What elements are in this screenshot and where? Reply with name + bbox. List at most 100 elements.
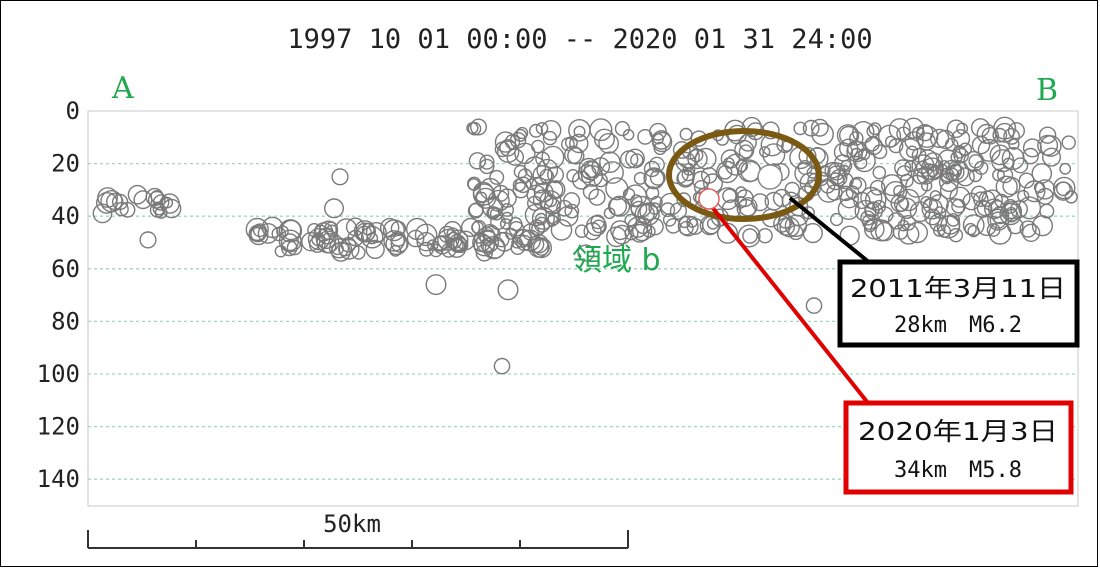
event-marker bbox=[1005, 208, 1019, 223]
event-marker bbox=[313, 222, 334, 242]
callout-2011-detail: 28km M6.2 bbox=[894, 313, 1022, 338]
event-marker bbox=[995, 175, 1018, 198]
event-marker bbox=[921, 198, 943, 220]
event-marker bbox=[691, 170, 711, 190]
y-axis-ticks: 0 20 40 60 80 100 120 140 bbox=[37, 97, 80, 493]
event-marker bbox=[759, 146, 771, 158]
event-marker bbox=[276, 225, 289, 238]
event-marker bbox=[686, 217, 704, 235]
event-marker bbox=[531, 206, 555, 230]
event-marker bbox=[494, 131, 517, 153]
event-marker bbox=[383, 230, 405, 252]
event-marker bbox=[152, 194, 170, 211]
event-marker bbox=[510, 240, 526, 255]
event-marker bbox=[541, 145, 565, 169]
event-marker bbox=[479, 158, 495, 175]
y-tick-label: 40 bbox=[51, 202, 80, 230]
event-marker bbox=[643, 167, 665, 189]
event-marker bbox=[827, 162, 846, 181]
event-marker bbox=[1022, 147, 1039, 165]
event-marker bbox=[948, 227, 964, 243]
event-marker bbox=[1019, 220, 1037, 238]
event-marker bbox=[127, 184, 148, 205]
event-marker bbox=[991, 149, 1015, 173]
event-marker bbox=[1053, 181, 1074, 201]
event-marker bbox=[810, 118, 829, 137]
event-marker bbox=[920, 157, 944, 181]
event-marker bbox=[547, 166, 565, 184]
event-marker bbox=[556, 199, 573, 217]
event-marker bbox=[624, 184, 648, 208]
event-marker bbox=[380, 217, 400, 238]
event-marker bbox=[838, 185, 854, 202]
event-marker bbox=[723, 157, 735, 169]
event-marker bbox=[970, 118, 990, 138]
event-marker bbox=[569, 133, 589, 154]
event-marker bbox=[331, 168, 349, 186]
event-marker bbox=[1003, 127, 1020, 145]
event-marker bbox=[535, 151, 550, 167]
region-label: 領域 b bbox=[572, 243, 661, 278]
event-marker bbox=[968, 168, 983, 183]
event-marker bbox=[533, 182, 554, 203]
y-tick-label: 80 bbox=[51, 307, 80, 335]
event-marker bbox=[406, 229, 425, 248]
event-marker bbox=[338, 238, 360, 260]
event-marker bbox=[967, 224, 980, 238]
callout-2011-leader bbox=[788, 196, 872, 265]
event-marker bbox=[432, 235, 448, 251]
event-marker bbox=[976, 200, 993, 217]
event-marker bbox=[935, 163, 948, 176]
section-start-label: A bbox=[111, 71, 134, 106]
event-marker bbox=[962, 214, 985, 237]
event-marker bbox=[853, 149, 876, 173]
event-marker bbox=[672, 141, 691, 159]
event-marker bbox=[904, 160, 917, 173]
event-marker bbox=[588, 188, 606, 206]
event-marker bbox=[500, 203, 514, 217]
event-marker bbox=[996, 167, 1014, 184]
event-marker bbox=[928, 194, 949, 215]
event-marker bbox=[1041, 147, 1061, 167]
event-marker bbox=[573, 125, 586, 138]
event-marker bbox=[1007, 217, 1024, 235]
event-marker bbox=[612, 224, 632, 245]
event-marker bbox=[582, 183, 599, 200]
event-marker bbox=[845, 185, 860, 199]
event-marker bbox=[946, 213, 961, 227]
event-marker bbox=[278, 219, 303, 243]
event-marker bbox=[593, 128, 615, 150]
event-marker bbox=[366, 232, 379, 245]
event-marker bbox=[989, 144, 1011, 166]
event-marker bbox=[1033, 181, 1046, 194]
event-marker bbox=[508, 220, 525, 237]
callout-2020-box bbox=[843, 400, 1074, 495]
event-marker bbox=[468, 152, 487, 170]
event-marker bbox=[564, 136, 578, 150]
event-marker bbox=[481, 223, 499, 242]
event-marker bbox=[890, 194, 909, 213]
event-marker bbox=[953, 147, 969, 164]
event-marker bbox=[542, 130, 558, 146]
event-marker bbox=[622, 187, 636, 201]
event-marker bbox=[590, 214, 606, 230]
event-marker bbox=[598, 132, 619, 154]
event-marker bbox=[926, 163, 940, 178]
event-marker bbox=[471, 219, 487, 235]
event-marker bbox=[490, 214, 506, 231]
event-marker bbox=[649, 122, 667, 141]
event-marker bbox=[1031, 215, 1053, 237]
event-marker bbox=[450, 236, 468, 253]
highlight-ellipse bbox=[666, 128, 822, 222]
event-marker bbox=[245, 217, 269, 241]
event-marker bbox=[724, 153, 748, 176]
event-marker bbox=[897, 188, 920, 212]
event-marker bbox=[624, 213, 638, 227]
event-marker bbox=[652, 132, 664, 145]
event-marker bbox=[864, 201, 883, 221]
event-marker bbox=[888, 138, 904, 154]
event-marker bbox=[324, 198, 345, 219]
event-marker bbox=[679, 127, 693, 141]
event-marker bbox=[838, 164, 851, 177]
